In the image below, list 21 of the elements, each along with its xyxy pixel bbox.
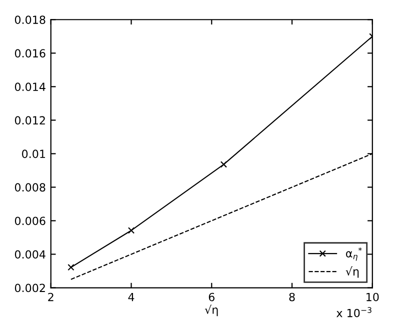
y-tick-label: 0.002 [14,284,45,292]
legend-label: √η [346,266,359,278]
point [68,264,74,271]
x-tick-label: 10 [366,292,379,302]
legend-label: α$_{η}$$^{*}$ [346,247,362,261]
y-tick-label: 0.006 [14,216,46,226]
y-tick-label: 0.012 [14,116,45,125]
x-tick-label: 2 [48,292,54,302]
point [220,161,228,168]
y-tick-label: 0.008 [14,183,46,192]
x-tick-label: 8 [289,292,295,302]
x-axis-title: √η [204,304,218,316]
x-tick-label: 6 [208,292,214,302]
y-tick-label: 0.004 [14,250,46,259]
y-tick-label: 0.014 [14,82,46,92]
x-tick-label: 4 [128,292,134,302]
point [128,227,135,234]
y-tick-label: 0.016 [14,49,46,58]
y-tick-label: 0.018 [14,16,46,24]
text: x 10$^{−3}$ [336,307,372,318]
y-tick-label: 0.01 [22,150,45,158]
